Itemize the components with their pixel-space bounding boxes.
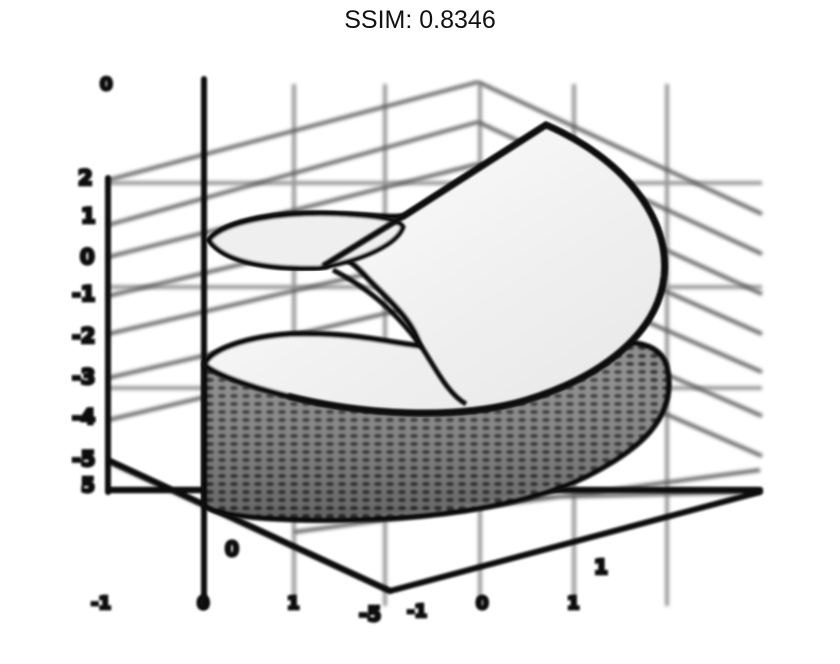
z-tick-neg2: -2: [72, 324, 95, 348]
z-tick-0: 0: [80, 245, 95, 269]
corner-tick-0: 0: [100, 74, 113, 95]
depth-tick-0: 0: [225, 537, 239, 561]
bottom-ticks: 0 5 -5 -1 0 1 -1 0 1 0 1: [80, 73, 610, 628]
z-axis-ticks: 2 1 0 -1 -2 -3 -4 -5: [71, 165, 97, 473]
bottom-right-neg1: -1: [407, 601, 427, 622]
figure-title: SSIM: 0.8346: [344, 6, 496, 34]
z-tick-neg5: -5: [72, 447, 95, 471]
helicoid-inner-band: [205, 211, 406, 271]
depth-tick-1: 1: [594, 555, 608, 579]
bottom-left-0: 0: [197, 593, 210, 614]
z-tick-neg3: -3: [72, 365, 95, 389]
z-tick-neg1: -1: [72, 282, 95, 306]
bottom-right-1: 1: [567, 593, 580, 614]
helicoid-top-edge: [321, 121, 668, 277]
helicoid-center-fold: [331, 267, 468, 407]
helicoid-rim-right: [287, 275, 667, 416]
bottom-left-neg1: -1: [91, 593, 111, 614]
bottom-right-0: 0: [476, 593, 489, 614]
z-tick-2: 2: [78, 166, 93, 190]
corner-tick-neg5: -5: [359, 602, 381, 626]
z-tick-1: 1: [81, 204, 96, 228]
bottom-left-1: 1: [287, 593, 300, 614]
z-tick-neg4: -4: [72, 405, 95, 429]
corner-tick-5: 5: [81, 473, 95, 497]
